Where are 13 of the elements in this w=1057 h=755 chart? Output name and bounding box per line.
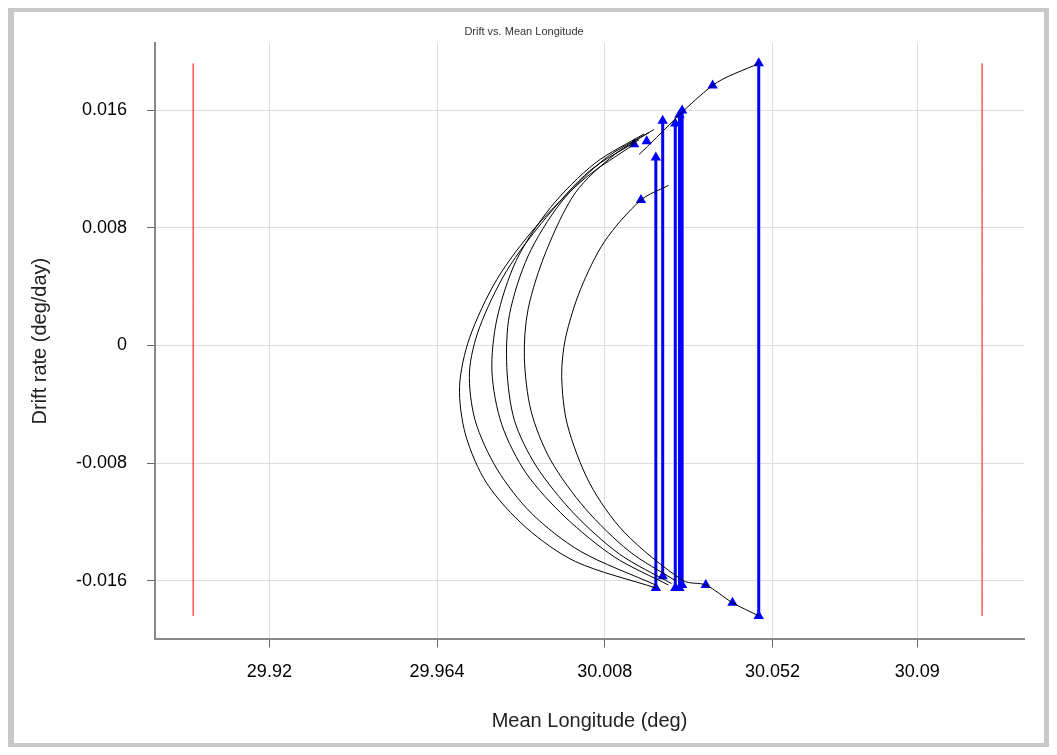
x-tick-label: 30.09: [894, 661, 940, 682]
y-tick-label: 0.016: [81, 99, 128, 120]
x-tick-label: 29.964: [409, 661, 465, 682]
x-tick-label: 30.052: [744, 661, 800, 682]
y-tick-label: 0.008: [81, 216, 128, 237]
y-tick-label: -0.008: [75, 452, 128, 473]
y-tick-label: 0: [117, 334, 128, 355]
x-tick-label: 30.008: [577, 661, 633, 682]
chart-title: Drift vs. Mean Longitude: [464, 25, 584, 38]
y-tick-label: -0.016: [75, 569, 128, 590]
y-axis-title: Drift rate (deg/day): [27, 257, 50, 425]
x-axis-title: Mean Longitude (deg): [491, 708, 688, 731]
x-tick-label: 29.92: [246, 661, 292, 682]
